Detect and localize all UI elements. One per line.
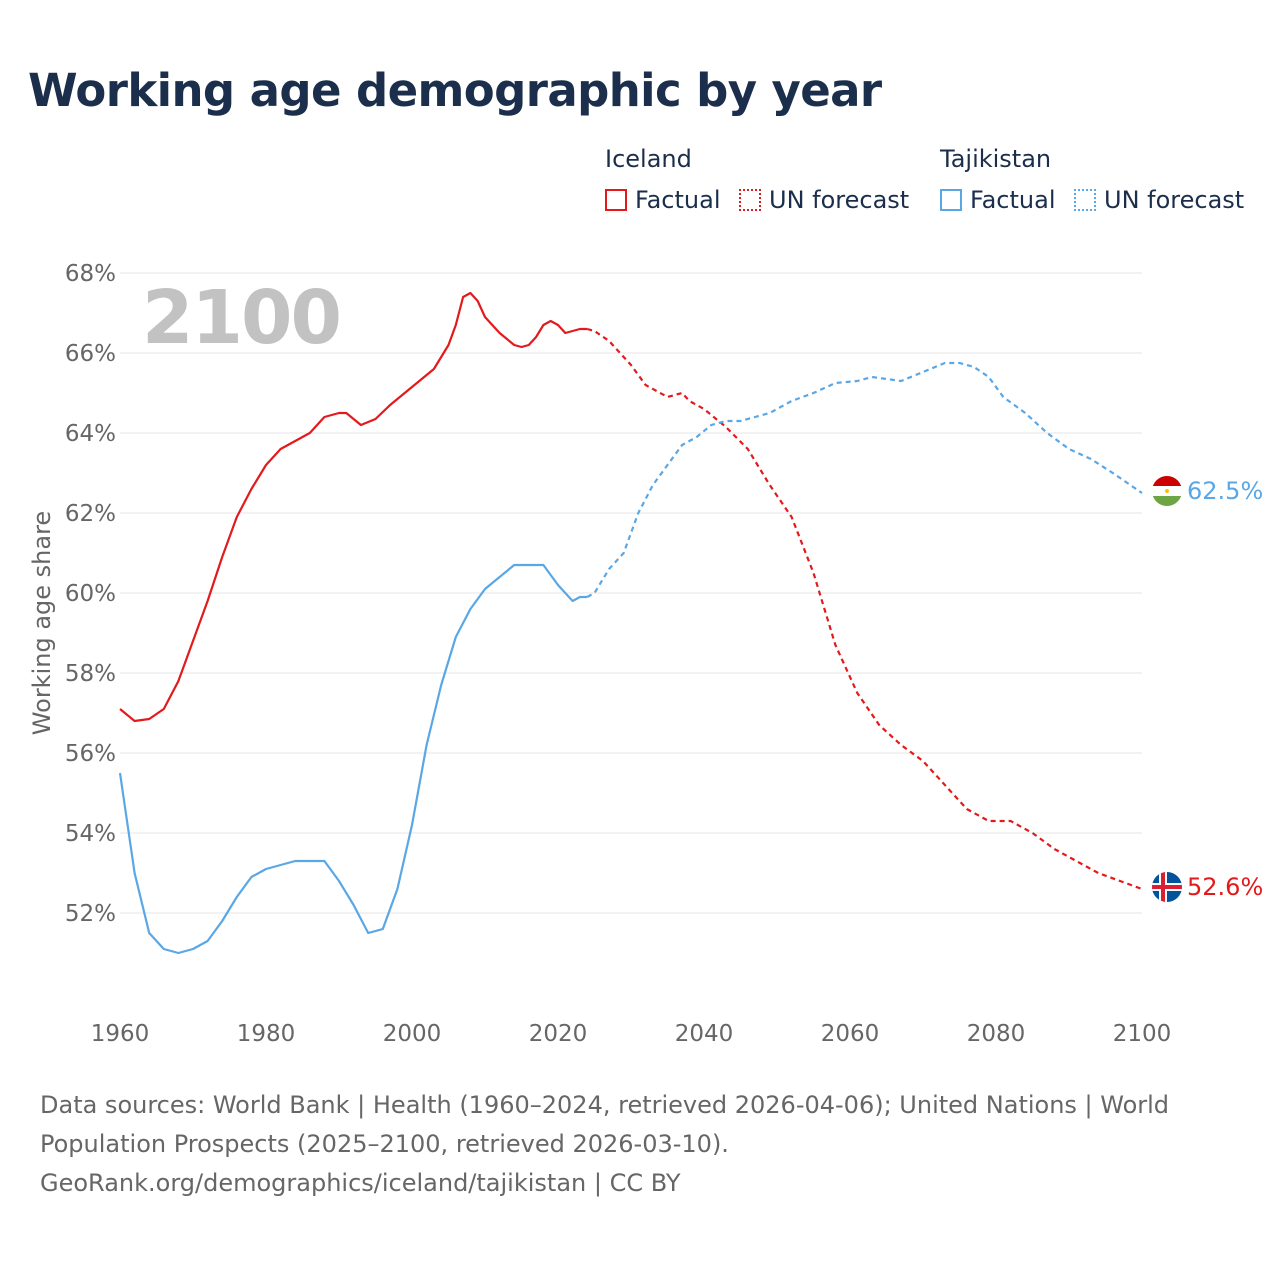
- x-tick-label: 1960: [91, 1021, 150, 1047]
- legend-swatch-solid-icon: [940, 189, 962, 211]
- y-axis-label: Working age share: [28, 511, 56, 735]
- tajikistan-forecast-line: [586, 361, 1143, 598]
- chart-title: Working age demographic by year: [28, 64, 882, 117]
- legend-label: Factual: [970, 186, 1056, 214]
- x-axis-ticks: 1960 1980 2000 2020 2040 2060 2080 2100: [91, 1021, 1172, 1047]
- x-tick-label: 2000: [383, 1021, 442, 1047]
- legend-group-tajikistan: Tajikistan: [940, 145, 1052, 173]
- x-tick-label: 2060: [821, 1021, 880, 1047]
- y-tick-label: 54%: [65, 821, 116, 847]
- footer-sources: Data sources: World Bank | Health (1960–…: [40, 1086, 1190, 1203]
- year-watermark: 2100: [142, 275, 340, 361]
- y-tick-label: 56%: [65, 741, 116, 767]
- y-tick-label: 62%: [65, 501, 116, 527]
- line-chart: 52% 54% 56% 58% 60% 62% 64% 66% 68% 1960 1980 2000…: [28, 261, 1263, 1047]
- tajikistan-factual-line: [118, 563, 588, 955]
- tajikistan-flag-icon: [1152, 476, 1182, 506]
- y-tick-label: 66%: [65, 341, 116, 367]
- footer-line: Population Prospects (2025–2100, retriev…: [40, 1130, 729, 1158]
- y-tick-label: 58%: [65, 661, 116, 687]
- x-tick-label: 2100: [1113, 1021, 1172, 1047]
- gridlines: [120, 272, 1142, 914]
- footer-link[interactable]: GeoRank.org/demographics/iceland/tajikis…: [40, 1169, 681, 1197]
- legend-swatch-solid-icon: [605, 189, 627, 211]
- y-tick-label: 64%: [65, 421, 116, 447]
- x-tick-label: 2020: [529, 1021, 588, 1047]
- legend-item-iceland-forecast[interactable]: UN forecast: [739, 186, 909, 214]
- x-tick-label: 2080: [967, 1021, 1026, 1047]
- iceland-forecast-line: [586, 327, 1143, 891]
- y-tick-label: 68%: [65, 261, 116, 287]
- legend-group-iceland: Iceland: [605, 145, 692, 173]
- legend-item-tajikistan-factual[interactable]: Factual: [940, 186, 1056, 214]
- legend-label: UN forecast: [769, 186, 910, 214]
- legend-item-iceland-factual[interactable]: Factual: [605, 186, 721, 214]
- legend-swatch-dotted-icon: [1074, 189, 1096, 211]
- y-tick-label: 52%: [65, 901, 116, 927]
- iceland-end-label: 52.6%: [1187, 873, 1263, 901]
- y-axis-ticks: 52% 54% 56% 58% 60% 62% 64% 66% 68%: [65, 261, 116, 927]
- x-tick-label: 2040: [675, 1021, 734, 1047]
- legend-item-tajikistan-forecast[interactable]: UN forecast: [1074, 186, 1244, 214]
- tajikistan-end-label: 62.5%: [1187, 477, 1263, 505]
- legend-label: Factual: [635, 186, 721, 214]
- legend-swatch-dotted-icon: [739, 189, 761, 211]
- footer-line: Data sources: World Bank | Health (1960–…: [40, 1091, 1170, 1119]
- iceland-factual-line: [119, 291, 588, 723]
- y-tick-label: 60%: [65, 581, 116, 607]
- x-tick-label: 1980: [237, 1021, 296, 1047]
- legend-label: UN forecast: [1104, 186, 1245, 214]
- series-lines: [118, 291, 1143, 955]
- iceland-flag-icon: [1152, 872, 1182, 902]
